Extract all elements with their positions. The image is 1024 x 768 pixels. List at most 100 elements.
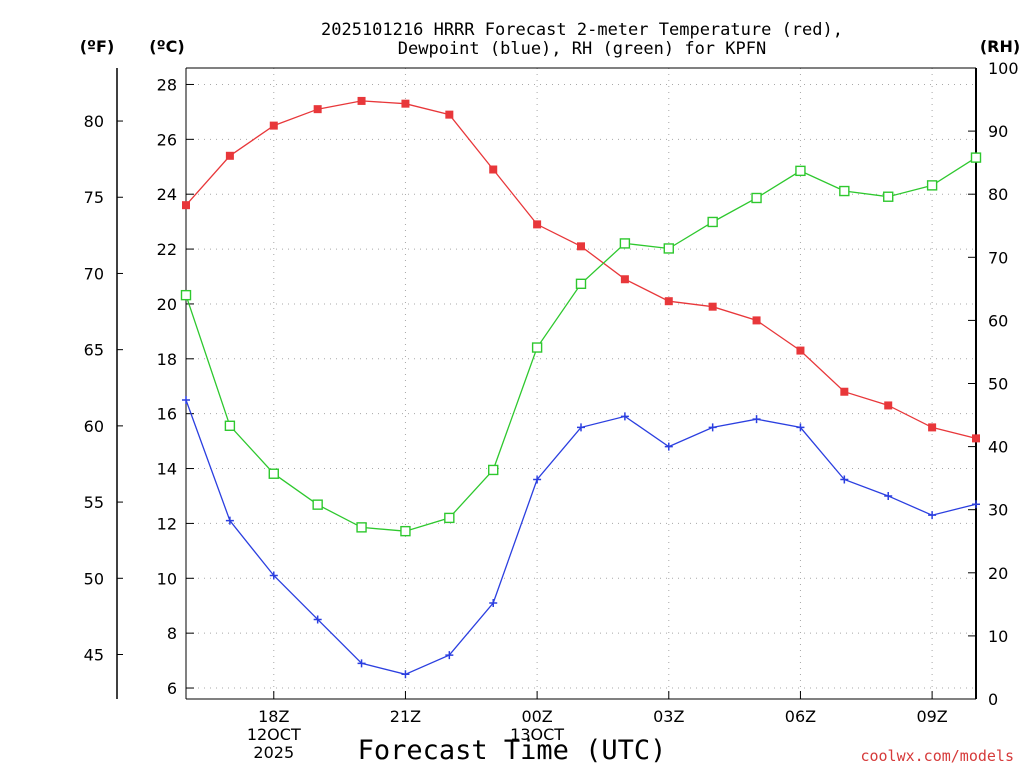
2-meter-temperature-point — [182, 201, 190, 210]
rh-tick-label: 80 — [988, 185, 1008, 204]
2-meter-temperature-point — [489, 165, 498, 174]
2-meter-temperature-point — [533, 220, 542, 229]
dewpoint-point — [533, 475, 542, 484]
grid-lines — [186, 68, 976, 699]
x-tick-label: 09Z — [916, 707, 947, 726]
2-meter-temperature-point — [796, 346, 805, 355]
dewpoint-point — [489, 598, 498, 607]
rh-tick-label: 40 — [988, 438, 1008, 457]
axes — [116, 67, 977, 700]
rh-point — [312, 499, 323, 510]
fahrenheit-tick-label: 65 — [84, 341, 104, 360]
celsius-tick-label: 26 — [157, 130, 177, 149]
rh-point — [488, 464, 499, 476]
dewpoint-point — [225, 516, 234, 525]
rh-point — [224, 420, 236, 431]
celsius-tick-label: 24 — [157, 185, 177, 204]
rh-tick-label: 100 — [988, 59, 1019, 78]
rh-point — [575, 278, 587, 290]
2-meter-temperature-point — [401, 99, 410, 108]
rh-point — [707, 216, 718, 228]
2-meter-temperature-point — [577, 242, 585, 251]
rh-point — [926, 180, 938, 191]
dewpoint-point — [664, 442, 673, 451]
dewpoint-line — [185, 399, 977, 675]
celsius-tick-label: 8 — [167, 624, 177, 643]
rh-point — [751, 192, 762, 204]
celsius-tick-label: 6 — [167, 679, 177, 698]
fahrenheit-tick-label: 45 — [84, 645, 104, 664]
rh-point — [970, 152, 982, 163]
2-meter-temperature-point — [313, 105, 322, 114]
dewpoint-point — [401, 670, 410, 679]
rh-tick-label: 60 — [988, 311, 1008, 330]
rh-point — [619, 238, 631, 249]
rh-tick-label: 10 — [988, 627, 1008, 646]
rh-point — [663, 243, 674, 254]
rh-tick-label: 30 — [988, 501, 1008, 520]
rh-point — [356, 522, 367, 533]
2-meter-temperature-point — [445, 110, 454, 119]
rh-point — [883, 191, 894, 202]
celsius-tick-label: 28 — [157, 75, 177, 94]
x-tick-label: 18Z — [258, 707, 289, 726]
title-line-1: 2025101216 HRRR Forecast 2-meter Tempera… — [321, 20, 843, 40]
dewpoint-point — [357, 659, 366, 668]
dewpoint-point — [752, 415, 761, 424]
celsius-unit-label: (ºC) — [149, 37, 184, 56]
x-tick-label: 00Z — [521, 707, 552, 726]
chart-title: 2025101216 HRRR Forecast 2-meter Tempera… — [321, 20, 843, 59]
x-tick-label: 12OCT — [247, 725, 301, 744]
2-meter-temperature-point — [225, 151, 234, 160]
x-tick-label: 2025 — [253, 743, 294, 762]
rh-point — [839, 185, 850, 197]
celsius-tick-label: 16 — [157, 405, 177, 424]
x-axis-label: Forecast Time (UTC) — [358, 735, 667, 766]
data-series — [180, 96, 982, 679]
tick-labels: 6 8 10 12 14 16 18 20 22 24 26 28 45 50 55 60 65 70 75 80 0 1… — [84, 59, 1019, 762]
fahrenheit-tick-label: 50 — [84, 569, 104, 588]
dewpoint-point — [928, 511, 937, 520]
rh-point — [268, 468, 279, 479]
dewpoint-point — [620, 412, 629, 421]
x-tick-label: 13OCT — [510, 725, 564, 744]
rh-unit-label: (RH) — [980, 37, 1020, 56]
rh-tick-label: 70 — [988, 248, 1008, 267]
dewpoint-point — [840, 475, 849, 484]
fahrenheit-tick-label: 55 — [84, 493, 104, 512]
dewpoint-point — [796, 423, 805, 432]
dewpoint-point — [972, 500, 980, 509]
dewpoint-point — [884, 491, 893, 500]
rh-point — [180, 289, 192, 301]
dewpoint-point — [577, 423, 585, 432]
2-meter-temperature-line — [185, 100, 977, 440]
credit-text: coolwx.com/models — [860, 747, 1014, 765]
2-meter-temperature-point — [620, 275, 629, 284]
rh-point — [795, 165, 806, 177]
2-meter-temperature-point — [884, 401, 893, 410]
rh-tick-label: 50 — [988, 375, 1008, 394]
dewpoint-point — [182, 395, 190, 404]
2-meter-temperature-point — [708, 302, 717, 311]
dewpoint-point — [708, 423, 717, 432]
dewpoint-point — [269, 571, 278, 580]
2-meter-temperature-point — [752, 316, 761, 325]
fahrenheit-tick-label: 80 — [84, 112, 104, 131]
rh-point — [444, 512, 455, 524]
2-meter-temperature-point — [269, 121, 278, 130]
rh-tick-label: 20 — [988, 564, 1008, 583]
x-tick-label: 06Z — [785, 707, 816, 726]
dewpoint-point — [313, 615, 322, 624]
fahrenheit-tick-label: 60 — [84, 417, 104, 436]
2-meter-temperature-point — [972, 434, 980, 443]
celsius-tick-label: 18 — [157, 350, 177, 369]
celsius-tick-label: 20 — [157, 295, 177, 314]
x-tick-label: 03Z — [653, 707, 684, 726]
dewpoint-point — [445, 651, 454, 660]
celsius-tick-label: 14 — [157, 460, 177, 479]
rh-point — [400, 525, 411, 537]
celsius-tick-label: 10 — [157, 569, 177, 588]
fahrenheit-unit-label: (ºF) — [80, 37, 115, 56]
title-line-2: Dewpoint (blue), RH (green) for KPFN — [398, 39, 766, 59]
